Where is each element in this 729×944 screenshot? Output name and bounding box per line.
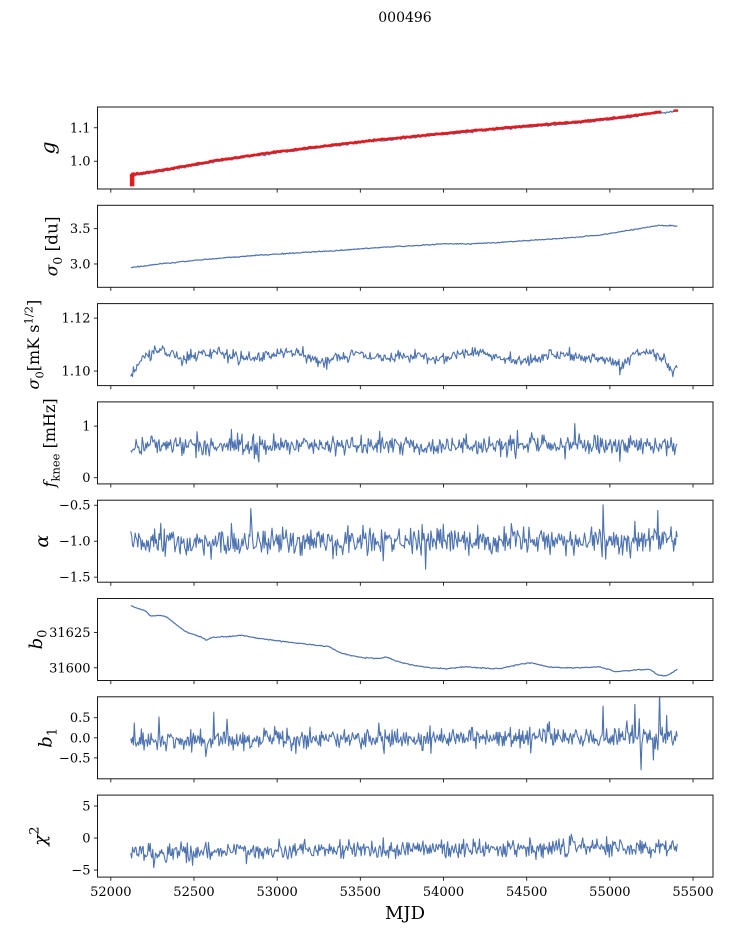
y-tick-label: 1: [82, 420, 90, 435]
chi2-line: [130, 833, 678, 869]
y-tick-label: −1.0: [59, 535, 91, 550]
alpha-line: [130, 504, 678, 570]
y-tick-label: 0.5: [70, 711, 91, 726]
y-axis-label-segment: 2: [28, 826, 43, 834]
subplot-alpha: −0.5 −1.0 −1.5 α: [31, 499, 714, 586]
y-axis-label-segment: α: [31, 535, 53, 548]
y-axis-label-segment: σ: [24, 377, 43, 389]
y-axis-label-segment: knee: [48, 453, 62, 481]
axes-frame: [97, 598, 714, 681]
sigma0-du-line: [130, 224, 678, 269]
x-axis-label: MJD: [384, 903, 426, 924]
y-tick-label: 5: [82, 799, 90, 814]
data-layer-sigma0-mk: [130, 345, 678, 378]
subplot-fknee: 0 1 fknee [mHz]: [40, 398, 714, 488]
y-axis-label-sigma0-du: σ0 [du]: [42, 216, 64, 276]
y-axis-label-segment: [du]: [42, 216, 62, 256]
x-tick-label: 52000: [90, 885, 131, 900]
figure-title: 000496: [378, 10, 432, 26]
y-axis-label-segment: [mHz]: [40, 398, 59, 453]
y-axis-label-segment: χ: [30, 834, 51, 848]
x-tick-label: 55000: [589, 885, 630, 900]
subplot-b1: −0.5 0.0 0.5 b1: [36, 696, 714, 783]
b0-line: [130, 605, 678, 677]
x-tick-label: 54000: [423, 885, 464, 900]
y-axis-label-sigma0-mk: σ0[mK s1/2]: [22, 300, 47, 390]
y-axis-label-segment: ]: [24, 300, 43, 306]
y-tick-label: 1.1: [70, 121, 91, 136]
axes-frame: [97, 204, 714, 288]
axes-frame: [97, 794, 714, 878]
fknee-line: [130, 423, 678, 463]
b1-line: [130, 696, 678, 771]
y-axis-label-segment: b: [26, 638, 47, 650]
data-layer-b1: [130, 696, 678, 771]
x-tick-label: 55500: [672, 885, 713, 900]
y-axis-label-b0: b0: [26, 630, 51, 650]
y-axis-label-segment: f: [40, 478, 59, 488]
y-tick-label: 31600: [49, 661, 90, 676]
y-axis-label-b1: b1: [36, 728, 61, 748]
y-axis-label-segment: 1: [45, 728, 60, 736]
y-tick-label: 1.0: [70, 155, 91, 170]
axes-frame: [97, 303, 714, 387]
y-tick-label: 1.10: [62, 365, 91, 380]
axes-frame: [97, 401, 714, 485]
y-axis-label-segment: g: [35, 142, 59, 155]
data-layer-sigma0-du: [130, 224, 678, 269]
g-overlay-line: [131, 110, 662, 176]
y-tick-label: 0: [82, 471, 90, 486]
y-tick-label: 1.12: [62, 312, 91, 327]
x-tick-label: 53000: [256, 885, 297, 900]
x-tick-label: 53500: [340, 885, 381, 900]
subplot-chi2: 52000 52500 53000 53500 54000 54500 55000 55500…: [28, 794, 714, 900]
data-layer-b0: [130, 605, 678, 677]
y-axis-label-segment: 0: [51, 257, 65, 265]
x-tick-label: 54500: [506, 885, 547, 900]
axes-frame: [97, 106, 714, 190]
y-tick-label: 0.0: [70, 731, 91, 746]
y-axis-label-fknee: fknee [mHz]: [40, 398, 62, 488]
data-layer-g: [129, 109, 679, 187]
y-axis-label-chi2: χ2: [28, 826, 51, 847]
y-axis-label-alpha: α: [31, 535, 53, 548]
y-axis-label-segment: 0: [35, 630, 50, 638]
sigma0-mk-line: [130, 345, 678, 378]
y-tick-label: −5: [71, 864, 90, 879]
subplot-sigma0-mk: 1.10 1.12 σ0[mK s1/2]: [22, 300, 714, 390]
y-axis-label-segment: σ: [42, 264, 62, 276]
y-axis-label-segment: 0: [32, 371, 46, 378]
subplot-g: 1.0 1.1 g: [35, 106, 714, 193]
y-tick-label: −1.5: [59, 571, 91, 586]
y-tick-label: 3.0: [70, 257, 91, 272]
data-layer-chi2: [130, 833, 678, 869]
y-tick-label: 31625: [49, 626, 90, 641]
y-tick-label: −0.5: [59, 499, 91, 514]
subplot-sigma0-du: 3.0 3.5 σ0 [du]: [42, 204, 714, 291]
y-axis-label-g: g: [35, 142, 59, 155]
x-tick-label: 52500: [173, 885, 214, 900]
y-axis-label-segment: b: [36, 736, 57, 748]
y-axis-label-segment: [mK s: [24, 325, 43, 372]
data-layer-alpha: [130, 504, 678, 570]
y-tick-label: −0.5: [59, 751, 91, 766]
y-tick-label: 3.5: [70, 222, 91, 237]
y-axis-label-segment: 1/2: [22, 306, 36, 325]
y-tick-label: 0: [82, 832, 90, 847]
data-layer-fknee: [130, 423, 678, 463]
